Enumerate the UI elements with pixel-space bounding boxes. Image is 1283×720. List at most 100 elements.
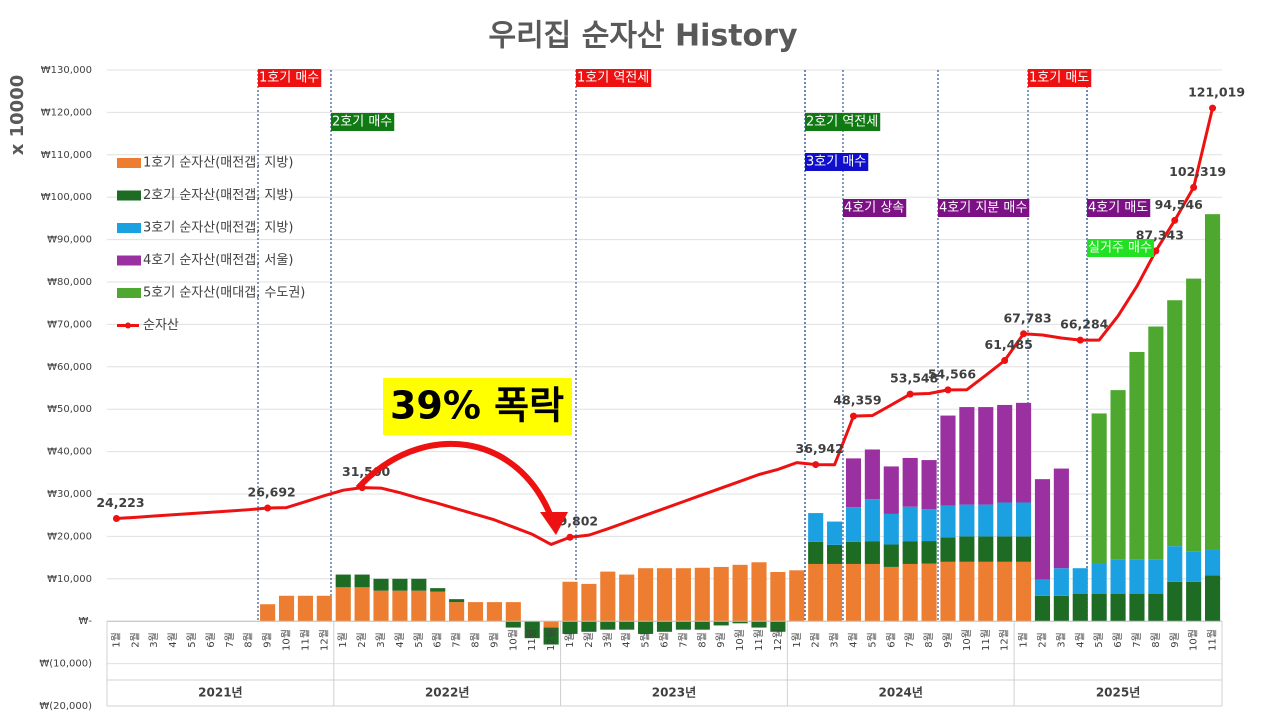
bar xyxy=(864,563,880,622)
bar xyxy=(978,561,994,622)
bar xyxy=(430,591,446,622)
x-tick-label: 5월 xyxy=(640,632,652,648)
bar xyxy=(1053,595,1069,622)
bar xyxy=(335,574,351,588)
x-tick-label: 6월 xyxy=(432,632,444,648)
annotation-label: 1호기 역전세 xyxy=(577,71,649,86)
y-tick-label: ₩20,000 xyxy=(47,531,92,542)
bar xyxy=(1186,278,1202,552)
bar xyxy=(694,621,710,630)
bar xyxy=(505,621,521,628)
bar xyxy=(732,564,748,622)
bar xyxy=(751,621,767,628)
data-label: 102,319 xyxy=(1169,164,1226,179)
bar xyxy=(827,563,843,622)
line-point xyxy=(1076,336,1084,344)
bar xyxy=(411,590,427,622)
legend-swatch xyxy=(117,190,141,201)
line-point xyxy=(906,390,914,398)
bar xyxy=(1110,559,1126,594)
x-tick-label: 9월 xyxy=(488,632,500,648)
data-label: 53,548 xyxy=(890,371,938,386)
bar xyxy=(1186,581,1202,622)
bar xyxy=(883,566,899,622)
bar xyxy=(1034,579,1051,596)
bar xyxy=(1167,581,1183,622)
x-tick-label: 6월 xyxy=(659,632,671,648)
y-tick-label: ₩10,000 xyxy=(47,574,92,585)
bar xyxy=(316,595,332,622)
x-tick-label: 11월 xyxy=(526,629,538,651)
x-tick-label: 3월 xyxy=(602,632,614,648)
bar xyxy=(543,627,559,645)
bar xyxy=(883,513,899,545)
bar xyxy=(1148,559,1164,594)
x-tick-label: 2월 xyxy=(810,632,822,648)
bar xyxy=(638,568,654,622)
y-tick-label: ₩130,000 xyxy=(41,65,92,76)
bar xyxy=(1204,575,1221,622)
line-point xyxy=(849,412,857,420)
bar xyxy=(1034,479,1051,580)
x-tick-label: 4월 xyxy=(1074,632,1086,648)
bar xyxy=(1072,593,1088,622)
x-tick-label: 5월 xyxy=(186,632,198,648)
line-point xyxy=(1020,330,1028,338)
bar xyxy=(940,415,956,506)
bar xyxy=(1186,551,1202,582)
bar xyxy=(638,621,654,634)
bar xyxy=(997,404,1013,503)
bar xyxy=(297,595,313,622)
callout-arrow xyxy=(355,440,556,524)
bar xyxy=(449,599,465,603)
y-tick-label: ₩110,000 xyxy=(41,150,92,161)
y-tick-label: ₩90,000 xyxy=(47,235,92,246)
annotation-box xyxy=(576,69,652,87)
line-point xyxy=(1209,104,1217,112)
y-tick-label: ₩50,000 xyxy=(47,404,92,415)
x-tick-label: 11월 xyxy=(1207,629,1219,651)
x-tick-label: 11월 xyxy=(299,629,311,651)
data-label: 36,942 xyxy=(796,441,844,456)
x-tick-label: 7월 xyxy=(451,632,463,648)
bar xyxy=(883,466,899,514)
bar xyxy=(524,621,540,639)
bar xyxy=(562,621,578,634)
bar xyxy=(921,509,937,542)
annotation-label: 2호기 매수 xyxy=(332,115,392,130)
legend-label: 5호기 순자산(매대갭, 수도권) xyxy=(143,286,305,301)
bar xyxy=(675,621,691,630)
bar xyxy=(600,621,616,630)
bar xyxy=(883,544,899,567)
x-tick-label: 8월 xyxy=(243,632,255,648)
y-tick-label: ₩30,000 xyxy=(47,489,92,500)
x-tick-label: 8월 xyxy=(1150,632,1162,648)
bar xyxy=(845,563,862,622)
group-label: 2021년 xyxy=(198,686,242,700)
x-tick-label: 3월 xyxy=(1055,632,1067,648)
data-label: 24,223 xyxy=(96,495,144,510)
bar xyxy=(902,541,918,564)
bar xyxy=(940,561,956,622)
y-axis-label: x 10000 xyxy=(7,75,28,156)
bar xyxy=(902,457,918,507)
x-tick-label: 5월 xyxy=(866,632,878,648)
legend-swatch xyxy=(117,255,141,266)
bar xyxy=(373,590,389,622)
bar xyxy=(1204,214,1221,550)
x-tick-label: 12월 xyxy=(545,629,557,651)
y-tick-label: ₩(20,000) xyxy=(39,701,92,712)
bar xyxy=(713,566,729,622)
bar xyxy=(694,567,710,622)
bar xyxy=(354,574,370,588)
x-tick-label: 6월 xyxy=(885,632,897,648)
bar xyxy=(392,578,408,591)
bar xyxy=(1053,568,1069,596)
x-tick-label: 9월 xyxy=(715,632,727,648)
bar xyxy=(1072,568,1088,594)
group-label: 2025년 xyxy=(1096,686,1140,700)
bar xyxy=(260,604,276,622)
annotation-box xyxy=(843,199,907,217)
bar xyxy=(845,507,862,542)
bar xyxy=(600,571,616,622)
